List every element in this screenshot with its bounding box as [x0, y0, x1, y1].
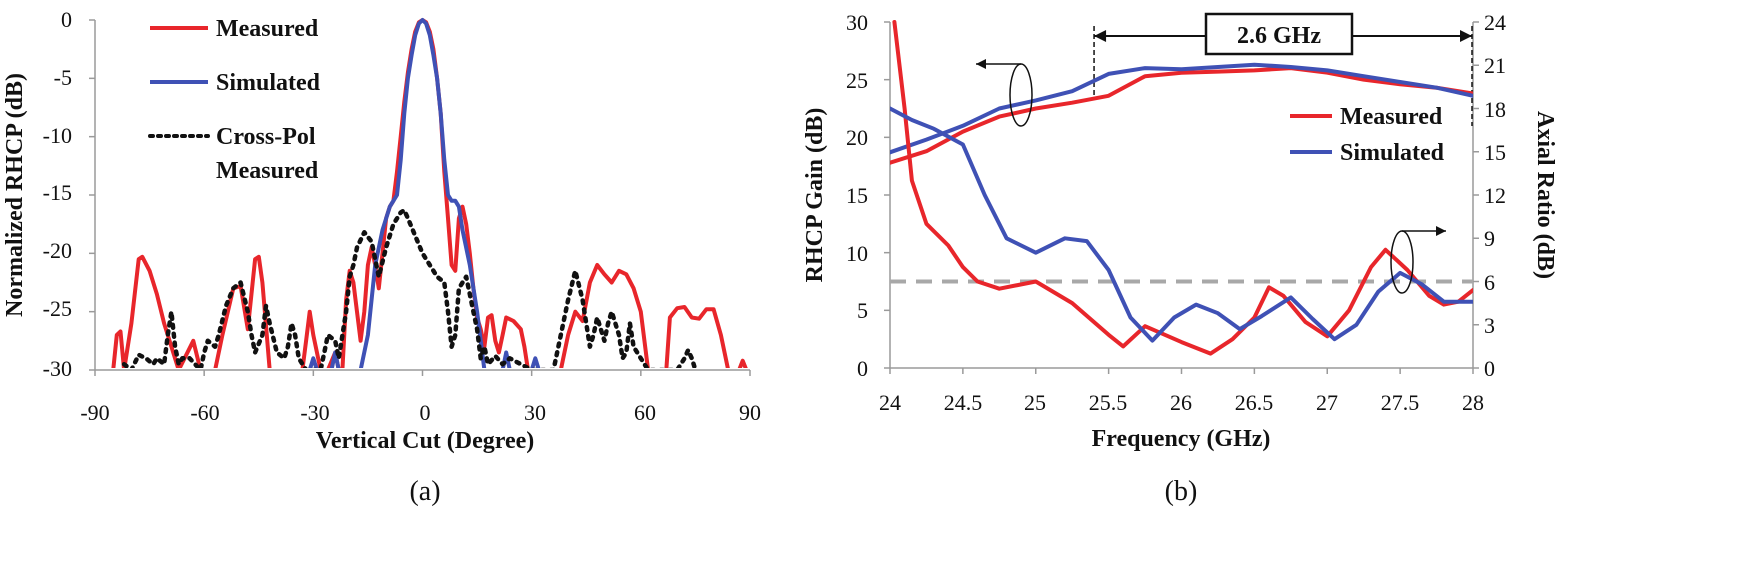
a-caption: (a) — [409, 476, 440, 507]
b-ytick: 20 — [846, 125, 868, 150]
bandwidth-right-arrowhead — [1460, 30, 1472, 42]
gain-curve-marker-ellipse — [1009, 63, 1033, 127]
a-xtick: 30 — [524, 400, 546, 425]
measured-gain-line — [890, 66, 1473, 165]
b-xtick: 28 — [1462, 390, 1484, 415]
b-legend-simulated-label: Simulated — [1340, 140, 1445, 166]
b-y2tick: 15 — [1484, 140, 1506, 165]
b-y2tick: 12 — [1484, 183, 1506, 208]
bandwidth-left-arrowhead — [1094, 30, 1107, 42]
b-y2tick: 18 — [1484, 97, 1506, 122]
panel-a-chart: -90 -60 -30 0 30 60 90 0 -5 -10 -15 -20 … — [2, 7, 761, 507]
b-y2tick: 9 — [1484, 226, 1495, 251]
ar-curve-marker-ellipse — [1390, 230, 1414, 294]
b-ytick: 10 — [846, 241, 868, 266]
b-xtick: 26.5 — [1235, 390, 1274, 415]
b-y2tick: 0 — [1484, 356, 1495, 381]
b-y2tick: 3 — [1484, 313, 1495, 338]
b-y2-axis-label: Axial Ratio (dB) — [1532, 111, 1558, 279]
a-x-axis-label: Vertical Cut (Degree) — [316, 428, 535, 454]
measured-pattern-line — [111, 18, 748, 368]
b-y2tick: 21 — [1484, 53, 1506, 78]
legend-measured-label: Measured — [216, 16, 319, 42]
b-ytick: 5 — [857, 298, 868, 323]
crosspol-measured-line — [121, 207, 698, 368]
b-ytick: 15 — [846, 183, 868, 208]
a-y-axis-label: Normalized RHCP (dB) — [2, 73, 28, 317]
b-x-axis-label: Frequency (GHz) — [1092, 426, 1271, 452]
a-ytick: -25 — [43, 296, 72, 321]
b-xtick: 26 — [1170, 390, 1192, 415]
b-xtick: 24 — [879, 390, 901, 415]
simulated-gain-line — [890, 62, 1473, 155]
b-y-axis-label: RHCP Gain (dB) — [802, 108, 828, 283]
a-xtick: 0 — [420, 400, 431, 425]
a-ytick: -20 — [43, 238, 72, 263]
b-legend-measured-label: Measured — [1340, 104, 1443, 130]
a-ytick: -15 — [43, 180, 72, 205]
b-ytick: 0 — [857, 356, 868, 381]
a-xtick: -30 — [300, 400, 329, 425]
a-ytick: 0 — [61, 7, 72, 32]
b-xtick: 24.5 — [944, 390, 983, 415]
legend-simulated-label: Simulated — [216, 70, 321, 96]
b-xtick: 25 — [1024, 390, 1046, 415]
ar-axis-pointer-arrowhead — [1436, 226, 1446, 236]
a-ytick: -30 — [43, 356, 72, 381]
b-y2tick: 6 — [1484, 270, 1495, 295]
simulated-pattern-line — [308, 18, 541, 368]
a-xtick: 90 — [739, 400, 761, 425]
b-ytick: 25 — [846, 68, 868, 93]
a-ytick: -10 — [43, 123, 72, 148]
b-ytick: 30 — [846, 10, 868, 35]
b-xtick: 25.5 — [1089, 390, 1128, 415]
measured-axial-ratio-line — [892, 20, 1473, 356]
a-xtick: -90 — [80, 400, 109, 425]
b-xtick: 27.5 — [1381, 390, 1420, 415]
legend-crosspol-label: Cross-Pol — [216, 124, 316, 150]
simulated-axial-ratio-line — [890, 106, 1473, 343]
b-xtick: 27 — [1316, 390, 1338, 415]
panel-b-chart: 24 24.5 25 25.5 26 26.5 27 27.5 28 0 5 1… — [802, 10, 1558, 507]
a-ytick: -5 — [54, 65, 72, 90]
b-y2tick: 24 — [1484, 10, 1506, 35]
a-xtick: 60 — [634, 400, 656, 425]
a-xtick: -60 — [190, 400, 219, 425]
bandwidth-label-box — [1204, 12, 1354, 56]
gain-axis-pointer-arrowhead — [976, 59, 986, 69]
b-caption: (b) — [1165, 476, 1198, 507]
bandwidth-label: 2.6 GHz — [1237, 23, 1321, 49]
legend-crosspol-label-2: Measured — [216, 158, 319, 184]
